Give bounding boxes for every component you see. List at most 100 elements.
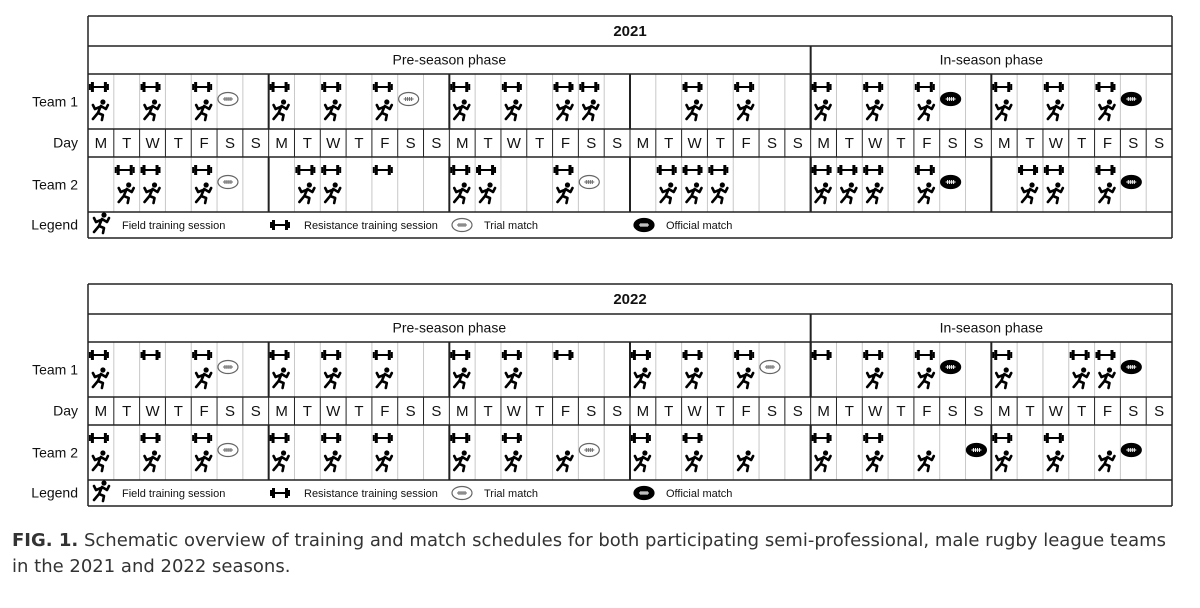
- dumbbell-icon: [295, 165, 316, 175]
- day-label: S: [586, 135, 596, 152]
- dumbbell-icon: [914, 82, 935, 92]
- field-icon: [865, 367, 884, 390]
- trial-ball-icon: [578, 442, 600, 458]
- day-label: T: [303, 403, 312, 420]
- official-ball-icon: [1120, 442, 1142, 458]
- dumbbell-icon: [372, 433, 393, 443]
- day-label: T: [483, 403, 492, 420]
- field-icon: [1046, 450, 1065, 473]
- day-label: S: [406, 403, 416, 420]
- field-icon: [840, 182, 858, 205]
- day-label: W: [507, 403, 522, 420]
- day-label: M: [456, 403, 469, 420]
- dumbbell-icon: [372, 82, 393, 92]
- row-label: Day: [53, 403, 78, 419]
- field-icon: [143, 99, 161, 122]
- dumbbell-icon: [682, 433, 703, 443]
- field-icon: [865, 450, 884, 473]
- field-icon: [452, 182, 471, 205]
- row-label: Legend: [31, 217, 78, 233]
- official-ball-icon: [1120, 359, 1142, 375]
- day-label: W: [326, 135, 341, 152]
- dumbbell-icon: [192, 165, 213, 175]
- panel-title: 2022: [613, 291, 646, 308]
- dumbbell-icon: [88, 350, 109, 360]
- day-label: T: [174, 135, 183, 152]
- field-icon: [91, 450, 110, 473]
- field-icon: [1098, 99, 1116, 122]
- day-label: S: [1128, 403, 1138, 420]
- field-icon: [272, 99, 290, 122]
- field-icon: [323, 182, 342, 205]
- dumbbell-icon: [1095, 165, 1116, 175]
- day-label: W: [1049, 135, 1064, 152]
- field-icon: [143, 450, 161, 473]
- dumbbell-icon: [270, 220, 290, 230]
- field-icon: [685, 99, 703, 122]
- day-label: T: [174, 403, 183, 420]
- field-icon: [452, 99, 471, 122]
- dumbbell-icon: [501, 433, 522, 443]
- legend-label: Trial match: [484, 220, 538, 232]
- field-icon: [994, 99, 1013, 122]
- dumbbell-icon: [450, 350, 471, 360]
- dumbbell-icon: [1018, 165, 1039, 175]
- field-icon: [865, 99, 884, 122]
- day-label: S: [1128, 135, 1138, 152]
- day-label: M: [275, 135, 288, 152]
- day-label: F: [200, 403, 209, 420]
- day-label: W: [868, 403, 883, 420]
- legend-label: Field training session: [122, 220, 225, 232]
- dumbbell-icon: [269, 82, 290, 92]
- day-label: W: [326, 403, 341, 420]
- dumbbell-icon: [682, 165, 703, 175]
- dumbbell-icon: [269, 350, 290, 360]
- dumbbell-icon: [321, 433, 342, 443]
- row-label: Day: [53, 135, 78, 151]
- day-label: S: [1154, 135, 1164, 152]
- day-label: S: [586, 403, 596, 420]
- day-label: M: [637, 135, 650, 152]
- day-label: M: [95, 135, 108, 152]
- dumbbell-icon: [114, 165, 135, 175]
- field-icon: [1098, 182, 1116, 205]
- day-label: F: [742, 135, 751, 152]
- day-label: T: [1077, 403, 1086, 420]
- dumbbell-icon: [682, 82, 703, 92]
- day-label: M: [817, 135, 830, 152]
- dumbbell-icon: [321, 82, 342, 92]
- dumbbell-icon: [450, 82, 471, 92]
- field-icon: [633, 450, 652, 473]
- field-icon: [143, 182, 161, 205]
- day-label: W: [507, 135, 522, 152]
- day-label: F: [922, 135, 931, 152]
- dumbbell-icon: [1043, 165, 1064, 175]
- dumbbell-icon: [811, 433, 832, 443]
- field-icon: [685, 182, 703, 205]
- day-label: F: [380, 403, 389, 420]
- dumbbell-icon: [863, 350, 884, 360]
- day-label: W: [868, 135, 883, 152]
- day-label: T: [354, 403, 363, 420]
- day-label: F: [922, 403, 931, 420]
- dumbbell-icon: [811, 165, 832, 175]
- phase-label: Pre-season phase: [393, 52, 507, 68]
- day-label: M: [998, 403, 1011, 420]
- dumbbell-icon: [1095, 350, 1116, 360]
- day-label: S: [793, 135, 803, 152]
- field-icon: [298, 182, 316, 205]
- day-label: T: [664, 135, 673, 152]
- field-icon: [685, 367, 703, 390]
- dumbbell-icon: [630, 350, 651, 360]
- day-label: T: [122, 403, 131, 420]
- day-label: T: [716, 403, 725, 420]
- day-label: W: [687, 403, 702, 420]
- dumbbell-icon: [811, 350, 832, 360]
- day-label: S: [767, 403, 777, 420]
- dumbbell-icon: [88, 82, 109, 92]
- day-label: W: [1049, 403, 1064, 420]
- day-label: S: [431, 135, 441, 152]
- dumbbell-icon: [837, 165, 858, 175]
- day-label: S: [973, 403, 983, 420]
- field-icon: [917, 450, 936, 473]
